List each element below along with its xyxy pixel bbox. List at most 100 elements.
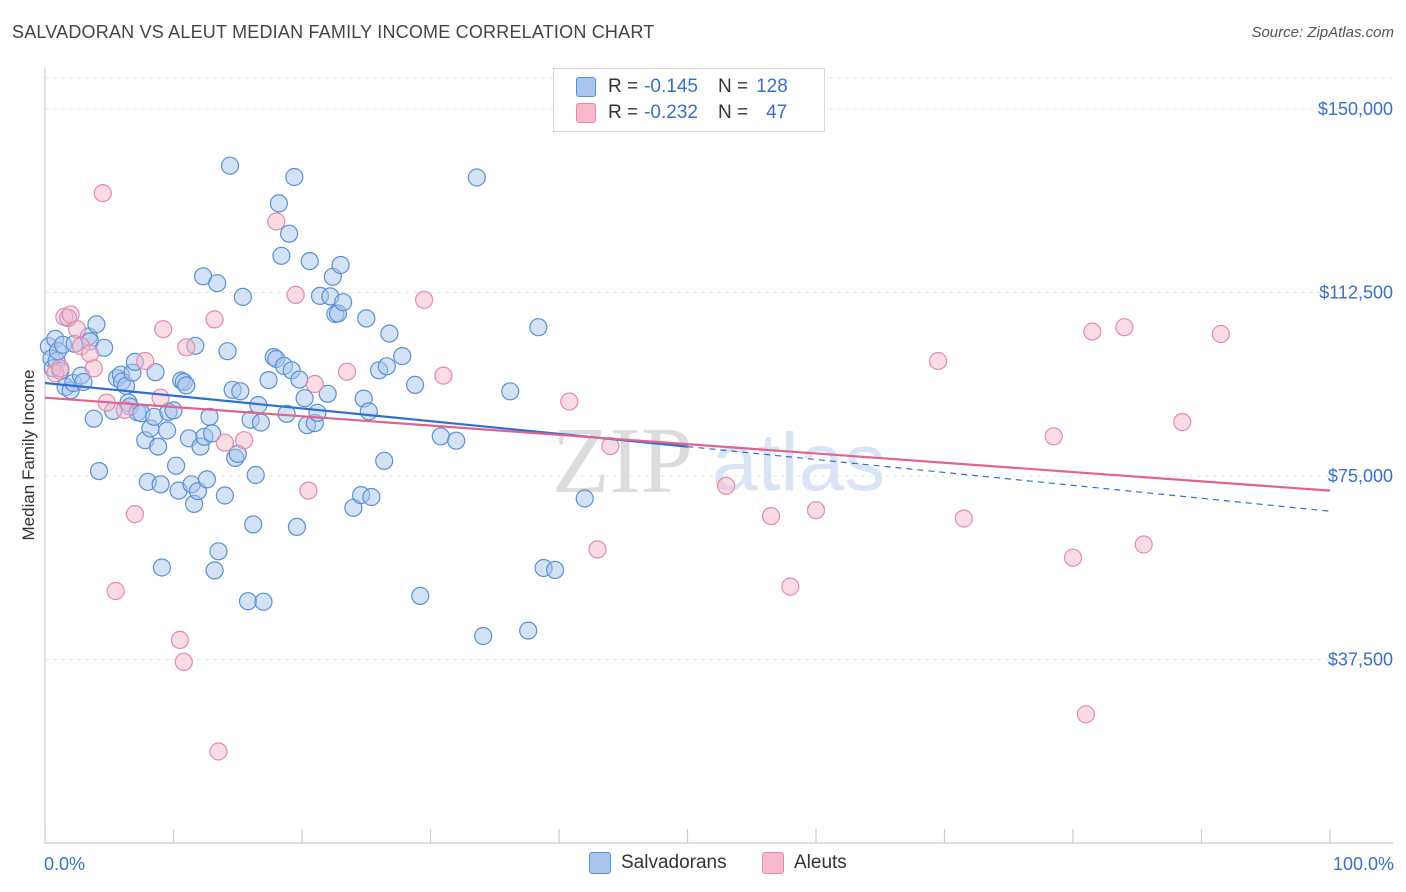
aleut-point [761, 506, 781, 526]
salvadoran-point [254, 592, 273, 611]
aleuts-swatch [576, 103, 596, 123]
r-label: R = [608, 102, 639, 123]
aleut-point [434, 366, 453, 385]
salvadoran-point [359, 402, 378, 421]
series-legend: Salvadorans Aleuts [0, 852, 1406, 878]
salvadoran-point [545, 560, 565, 580]
aleut-point [267, 212, 286, 231]
aleut-point [337, 362, 357, 381]
salvadoran-point [215, 486, 234, 505]
aleut-point [1115, 318, 1134, 337]
salvadoran-point [393, 347, 412, 366]
aleut-point [154, 320, 173, 339]
aleut-point [209, 742, 228, 761]
watermark-zip: ZIP [552, 409, 693, 513]
salvadoran-point [259, 371, 278, 390]
salvadoran-point [87, 315, 106, 334]
aleut-point [781, 577, 800, 596]
aleut-point [136, 351, 155, 371]
salvadoran-point [447, 431, 466, 450]
salvadoran-point [529, 318, 548, 337]
aleut-point [806, 501, 826, 520]
aleut-point [84, 359, 103, 378]
salvadoran-point [287, 517, 306, 537]
salvadoran-point [218, 342, 237, 361]
salvadoran-point [146, 363, 165, 382]
salvadorans-points [39, 156, 594, 646]
salvadoran-point [246, 465, 265, 485]
aleut-point [305, 374, 324, 394]
x-tick-label: 0.0% [44, 854, 85, 874]
aleut-point [235, 431, 254, 450]
legend-row-aleuts: R = -0.232 N = 47 [576, 100, 787, 126]
aleut-point [106, 581, 125, 601]
salvadoran-point [164, 401, 183, 420]
salvadoran-point [431, 427, 450, 446]
aleut-point [560, 392, 579, 411]
aleuts-trend-line [44, 396, 1331, 492]
grid-lines [45, 77, 1393, 660]
salvadorans-swatch [589, 852, 611, 874]
r-value: -0.145 [644, 76, 698, 97]
salvadoran-point [205, 561, 224, 580]
salvadoran-point [238, 592, 258, 611]
salvadoran-point [231, 382, 250, 401]
legend-item-aleuts: Aleuts [762, 852, 847, 874]
stats-legend: R = -0.145 N = 128 R = -0.232 N = 47 [553, 68, 825, 132]
aleut-point [170, 630, 189, 650]
aleut-point [177, 338, 196, 357]
aleut-point [174, 652, 193, 672]
r-label: R = [608, 76, 639, 97]
salvadoran-point [334, 293, 353, 312]
salvadoran-point [84, 409, 103, 428]
aleut-point [125, 504, 144, 524]
salvadoran-point [272, 246, 291, 265]
salvadoran-point [244, 515, 263, 534]
aleut-point [1083, 322, 1102, 341]
aleut-point [928, 351, 948, 371]
salvadoran-point [519, 621, 538, 640]
legend-row-salvadorans: R = -0.145 N = 128 [576, 74, 788, 100]
aleut-point [286, 285, 305, 304]
n-value: 128 [756, 76, 788, 97]
salvadoran-point [197, 470, 216, 489]
chart-title: SALVADORAN VS ALEUT MEDIAN FAMILY INCOME… [12, 22, 655, 42]
salvadoran-point [151, 475, 170, 494]
aleuts-swatch [762, 852, 784, 874]
salvadoran-point [380, 324, 399, 343]
salvadoran-point [158, 421, 177, 440]
aleut-point [1076, 705, 1096, 724]
salvadoran-point [474, 626, 493, 646]
salvadoran-point [269, 194, 288, 213]
aleut-point [1134, 535, 1153, 554]
y-axis-label: Median Family Income [19, 369, 38, 540]
salvadoran-point [357, 309, 376, 328]
trend-lines [44, 381, 1331, 512]
salvadoran-point [362, 487, 381, 507]
aleut-point [1044, 427, 1063, 446]
salvadoran-point [209, 542, 228, 561]
salvadoran-point [290, 370, 309, 389]
salvadorans-swatch [576, 77, 596, 97]
n-label: N = [717, 76, 749, 97]
salvadoran-point [411, 586, 430, 606]
axes [44, 68, 1393, 844]
legend-label-aleuts: Aleuts [794, 852, 847, 873]
aleut-point [588, 540, 607, 559]
n-label: N = [717, 102, 749, 123]
salvadoran-point [233, 287, 252, 306]
salvadoran-point [406, 375, 425, 394]
x-tick-label: 100.0% [1333, 854, 1394, 874]
aleut-point [215, 433, 234, 452]
aleut-point [1173, 413, 1192, 432]
aleut-point [1211, 324, 1230, 344]
n-value: 47 [766, 102, 788, 123]
salvadoran-point [300, 252, 319, 271]
y-tick-label: $75,000 [1328, 466, 1393, 486]
salvadoran-point [331, 255, 350, 275]
legend-item-salvadorans: Salvadorans [589, 852, 727, 874]
aleut-point [299, 481, 318, 500]
salvadoran-point [149, 437, 168, 456]
salvadoran-point [208, 274, 227, 293]
